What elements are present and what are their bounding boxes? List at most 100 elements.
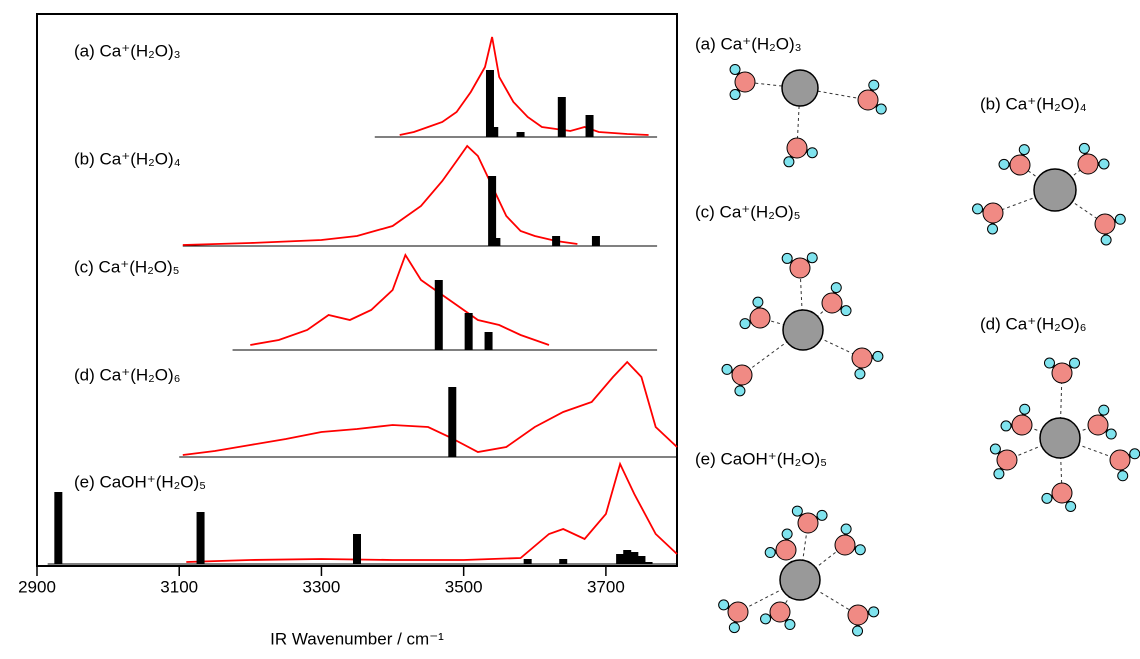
structure-label: (d) Ca⁺(H₂O)₆ bbox=[980, 314, 1086, 333]
calcium bbox=[783, 310, 823, 350]
oxygen bbox=[1095, 214, 1115, 234]
oxygen bbox=[776, 540, 796, 560]
hydrogen bbox=[1066, 501, 1076, 511]
hydrogen bbox=[1019, 145, 1029, 155]
oxygen bbox=[822, 293, 842, 313]
hydrogen bbox=[855, 545, 865, 555]
panel-label: (e) CaOH⁺(H₂O)₅ bbox=[74, 472, 206, 491]
oxygen bbox=[735, 72, 755, 92]
stick bbox=[492, 238, 500, 246]
x-tick-label: 3100 bbox=[160, 577, 198, 596]
oxygen bbox=[835, 535, 855, 555]
stick bbox=[559, 559, 567, 564]
stick bbox=[197, 512, 205, 564]
hydrogen bbox=[973, 204, 983, 214]
hydrogen bbox=[1001, 421, 1011, 431]
stick bbox=[592, 236, 600, 246]
stick bbox=[637, 556, 645, 564]
oxygen bbox=[770, 602, 790, 622]
hydrogen bbox=[1118, 471, 1128, 481]
stick bbox=[630, 552, 638, 564]
hydrogen bbox=[782, 253, 792, 263]
hydrogen bbox=[876, 104, 886, 114]
hydrogen bbox=[1020, 404, 1030, 414]
stick bbox=[54, 492, 62, 564]
oxygen bbox=[728, 602, 748, 622]
hydrogen bbox=[1099, 405, 1109, 415]
hydrogen bbox=[730, 64, 740, 74]
hydrogen bbox=[1101, 235, 1111, 245]
spectrum-line bbox=[400, 37, 649, 135]
hydrogen bbox=[1130, 449, 1140, 459]
x-tick-label: 3700 bbox=[587, 577, 625, 596]
hydrogen bbox=[1070, 358, 1080, 368]
oxygen bbox=[1110, 450, 1130, 470]
structure-label: (e) CaOH⁺(H₂O)₅ bbox=[695, 449, 827, 468]
structure-label: (a) Ca⁺(H₂O)₃ bbox=[695, 34, 802, 53]
structure-label: (c) Ca⁺(H₂O)₅ bbox=[695, 202, 801, 221]
stick bbox=[490, 127, 498, 137]
panel-label: (b) Ca⁺(H₂O)₄ bbox=[74, 149, 181, 168]
oxygen bbox=[858, 90, 878, 110]
stick bbox=[353, 534, 361, 564]
stick bbox=[435, 280, 443, 350]
hydrogen bbox=[1044, 358, 1054, 368]
oxygen bbox=[787, 138, 807, 158]
oxygen bbox=[1088, 415, 1108, 435]
x-tick-label: 2900 bbox=[18, 577, 56, 596]
hydrogen bbox=[784, 157, 794, 167]
calcium bbox=[1034, 169, 1076, 211]
hydrogen bbox=[782, 529, 792, 539]
oxygen bbox=[1052, 363, 1072, 383]
panel-label: (c) Ca⁺(H₂O)₅ bbox=[74, 257, 180, 276]
x-tick-label: 3300 bbox=[303, 577, 341, 596]
structures bbox=[719, 64, 1140, 636]
stick bbox=[586, 115, 594, 137]
oxygen bbox=[997, 450, 1017, 470]
stick bbox=[558, 97, 566, 137]
hydrogen bbox=[1079, 143, 1089, 153]
hydrogen bbox=[730, 90, 740, 100]
spectrum-line bbox=[183, 362, 677, 455]
spectrum-line bbox=[186, 464, 677, 562]
hydrogen bbox=[817, 510, 827, 520]
hydrogen bbox=[853, 626, 863, 636]
panel-label: (a) Ca⁺(H₂O)₃ bbox=[74, 41, 181, 60]
stick bbox=[486, 70, 494, 137]
hydrogen bbox=[831, 283, 841, 293]
spectrum-line bbox=[183, 146, 578, 245]
stick bbox=[517, 132, 525, 137]
stick bbox=[616, 554, 624, 564]
oxygen bbox=[1010, 155, 1030, 175]
hydrogen bbox=[1115, 214, 1125, 224]
hydrogen bbox=[869, 80, 879, 90]
oxygen bbox=[750, 308, 770, 328]
oxygen bbox=[852, 348, 872, 368]
hydrogen bbox=[841, 524, 851, 534]
hydrogen bbox=[990, 444, 1000, 454]
hydrogen bbox=[988, 224, 998, 234]
calcium bbox=[782, 70, 818, 106]
hydrogen bbox=[722, 364, 732, 374]
oxygen bbox=[848, 605, 868, 625]
oxygen bbox=[732, 365, 752, 385]
oxygen bbox=[983, 203, 1003, 223]
hydrogen bbox=[753, 297, 763, 307]
hydrogen bbox=[729, 623, 739, 633]
spectrum-line bbox=[250, 255, 549, 345]
oxygen bbox=[1012, 415, 1032, 435]
stick bbox=[488, 176, 496, 246]
x-axis-label: IR Wavenumber / cm⁻¹ bbox=[270, 629, 444, 648]
hydrogen bbox=[994, 469, 1004, 479]
hydrogen bbox=[785, 620, 795, 630]
hydrogen bbox=[855, 369, 865, 379]
stick bbox=[623, 550, 631, 564]
oxygen bbox=[790, 258, 810, 278]
calcium bbox=[1040, 418, 1080, 458]
hydrogen bbox=[792, 506, 802, 516]
stick bbox=[485, 332, 493, 350]
structure-label: (b) Ca⁺(H₂O)₄ bbox=[980, 94, 1087, 113]
calcium bbox=[780, 560, 820, 600]
hydrogen bbox=[1099, 159, 1109, 169]
hydrogen bbox=[765, 548, 775, 558]
